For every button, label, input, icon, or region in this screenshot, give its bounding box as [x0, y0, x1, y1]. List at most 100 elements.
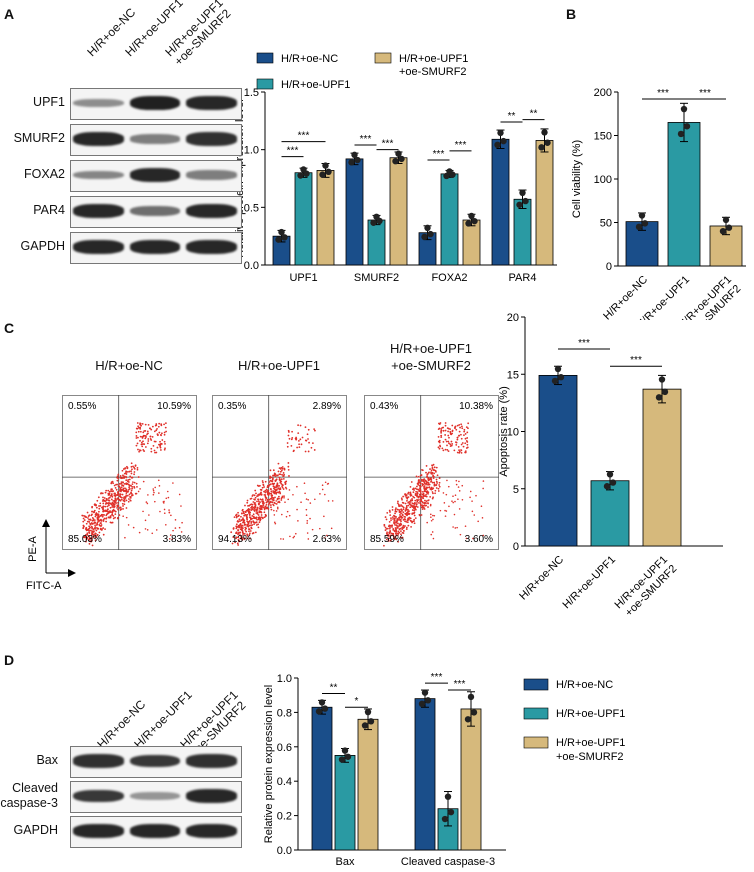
- event-dot: [402, 527, 405, 529]
- event-dot: [305, 498, 308, 500]
- event-dot: [264, 507, 267, 509]
- event-dot: [420, 506, 423, 509]
- event-dot: [246, 499, 249, 502]
- x-category-label: UPF1: [289, 272, 317, 284]
- event-dot: [124, 497, 127, 499]
- event-dot: [143, 434, 146, 437]
- event-dot: [114, 497, 117, 500]
- event-dot: [262, 501, 265, 504]
- event-dot: [446, 448, 449, 451]
- event-dot: [432, 477, 435, 479]
- event-dot: [438, 441, 441, 444]
- event-dot: [131, 485, 134, 488]
- event-dot: [405, 496, 408, 499]
- event-dot: [130, 470, 133, 473]
- x-category-label: FOXA2: [431, 272, 467, 284]
- event-dot: [399, 515, 402, 518]
- event-dot: [91, 532, 94, 535]
- event-dot: [422, 497, 425, 500]
- event-dot: [427, 479, 430, 482]
- event-dot: [251, 508, 254, 510]
- event-dot: [142, 448, 145, 451]
- event-dot: [394, 510, 397, 513]
- event-dot: [400, 504, 402, 506]
- event-dot: [240, 535, 243, 538]
- event-dot: [100, 525, 102, 528]
- event-dot: [447, 434, 450, 437]
- flow-y-label: PE-A: [27, 536, 39, 562]
- event-dot: [414, 493, 417, 495]
- data-point: [373, 213, 380, 220]
- event-dot: [388, 537, 391, 540]
- event-dot: [107, 489, 110, 492]
- event-dot: [123, 503, 126, 506]
- event-dot: [265, 514, 267, 517]
- legend-swatch: [256, 52, 274, 64]
- event-dot: [451, 430, 454, 433]
- event-dot: [151, 532, 154, 535]
- event-dot: [120, 481, 123, 484]
- event-dot: [128, 493, 131, 496]
- event-dot: [246, 501, 249, 504]
- event-dot: [165, 430, 167, 433]
- event-dot: [413, 511, 416, 514]
- event-dot: [95, 512, 98, 514]
- event-dot: [449, 430, 452, 433]
- event-dot: [98, 515, 101, 518]
- event-dot: [448, 436, 450, 439]
- event-dot: [436, 474, 439, 477]
- event-dot: [451, 443, 454, 445]
- event-dot: [437, 487, 440, 490]
- event-dot: [96, 527, 98, 529]
- event-dot: [254, 501, 256, 504]
- event-dot: [108, 504, 110, 507]
- event-dot: [445, 510, 448, 512]
- event-dot: [111, 506, 114, 508]
- event-dot: [393, 517, 396, 520]
- event-dot: [432, 496, 435, 499]
- event-dot: [279, 487, 282, 490]
- event-dot: [309, 517, 311, 520]
- event-dot: [137, 476, 140, 478]
- event-dot: [82, 520, 85, 523]
- event-dot: [240, 537, 242, 540]
- event-dot: [442, 492, 445, 494]
- event-dot: [305, 508, 308, 511]
- event-dot: [404, 493, 407, 495]
- event-dot: [405, 528, 408, 530]
- event-dot: [112, 505, 115, 507]
- event-dot: [265, 501, 268, 504]
- event-dot: [409, 493, 412, 495]
- event-dot: [477, 520, 479, 523]
- y-tick-label: 0.4: [277, 776, 292, 788]
- data-point: [446, 168, 453, 175]
- event-dot: [415, 502, 418, 504]
- event-dot: [82, 526, 85, 529]
- bar-chart-a: 0.00.51.01.5Relative protein expression …: [235, 52, 557, 284]
- event-dot: [137, 436, 139, 439]
- event-dot: [135, 427, 138, 430]
- event-dot: [132, 465, 134, 468]
- event-dot: [447, 450, 450, 453]
- event-dot: [258, 493, 261, 496]
- event-dot: [117, 473, 120, 476]
- data-point: [494, 141, 501, 149]
- event-dot: [279, 470, 282, 473]
- event-dot: [465, 537, 468, 540]
- event-dot: [407, 524, 410, 527]
- event-dot: [156, 433, 159, 436]
- event-dot: [409, 499, 412, 502]
- event-dot: [280, 483, 283, 485]
- event-dot: [432, 537, 435, 540]
- event-dot: [415, 503, 418, 506]
- event-dot: [118, 482, 121, 485]
- event-dot: [400, 497, 403, 500]
- event-dot: [432, 487, 435, 490]
- event-dot: [161, 439, 164, 441]
- event-dot: [279, 480, 282, 483]
- event-dot: [141, 445, 144, 448]
- event-dot: [90, 539, 93, 542]
- event-dot: [277, 501, 280, 504]
- event-dot: [416, 492, 419, 495]
- event-dot: [398, 511, 401, 514]
